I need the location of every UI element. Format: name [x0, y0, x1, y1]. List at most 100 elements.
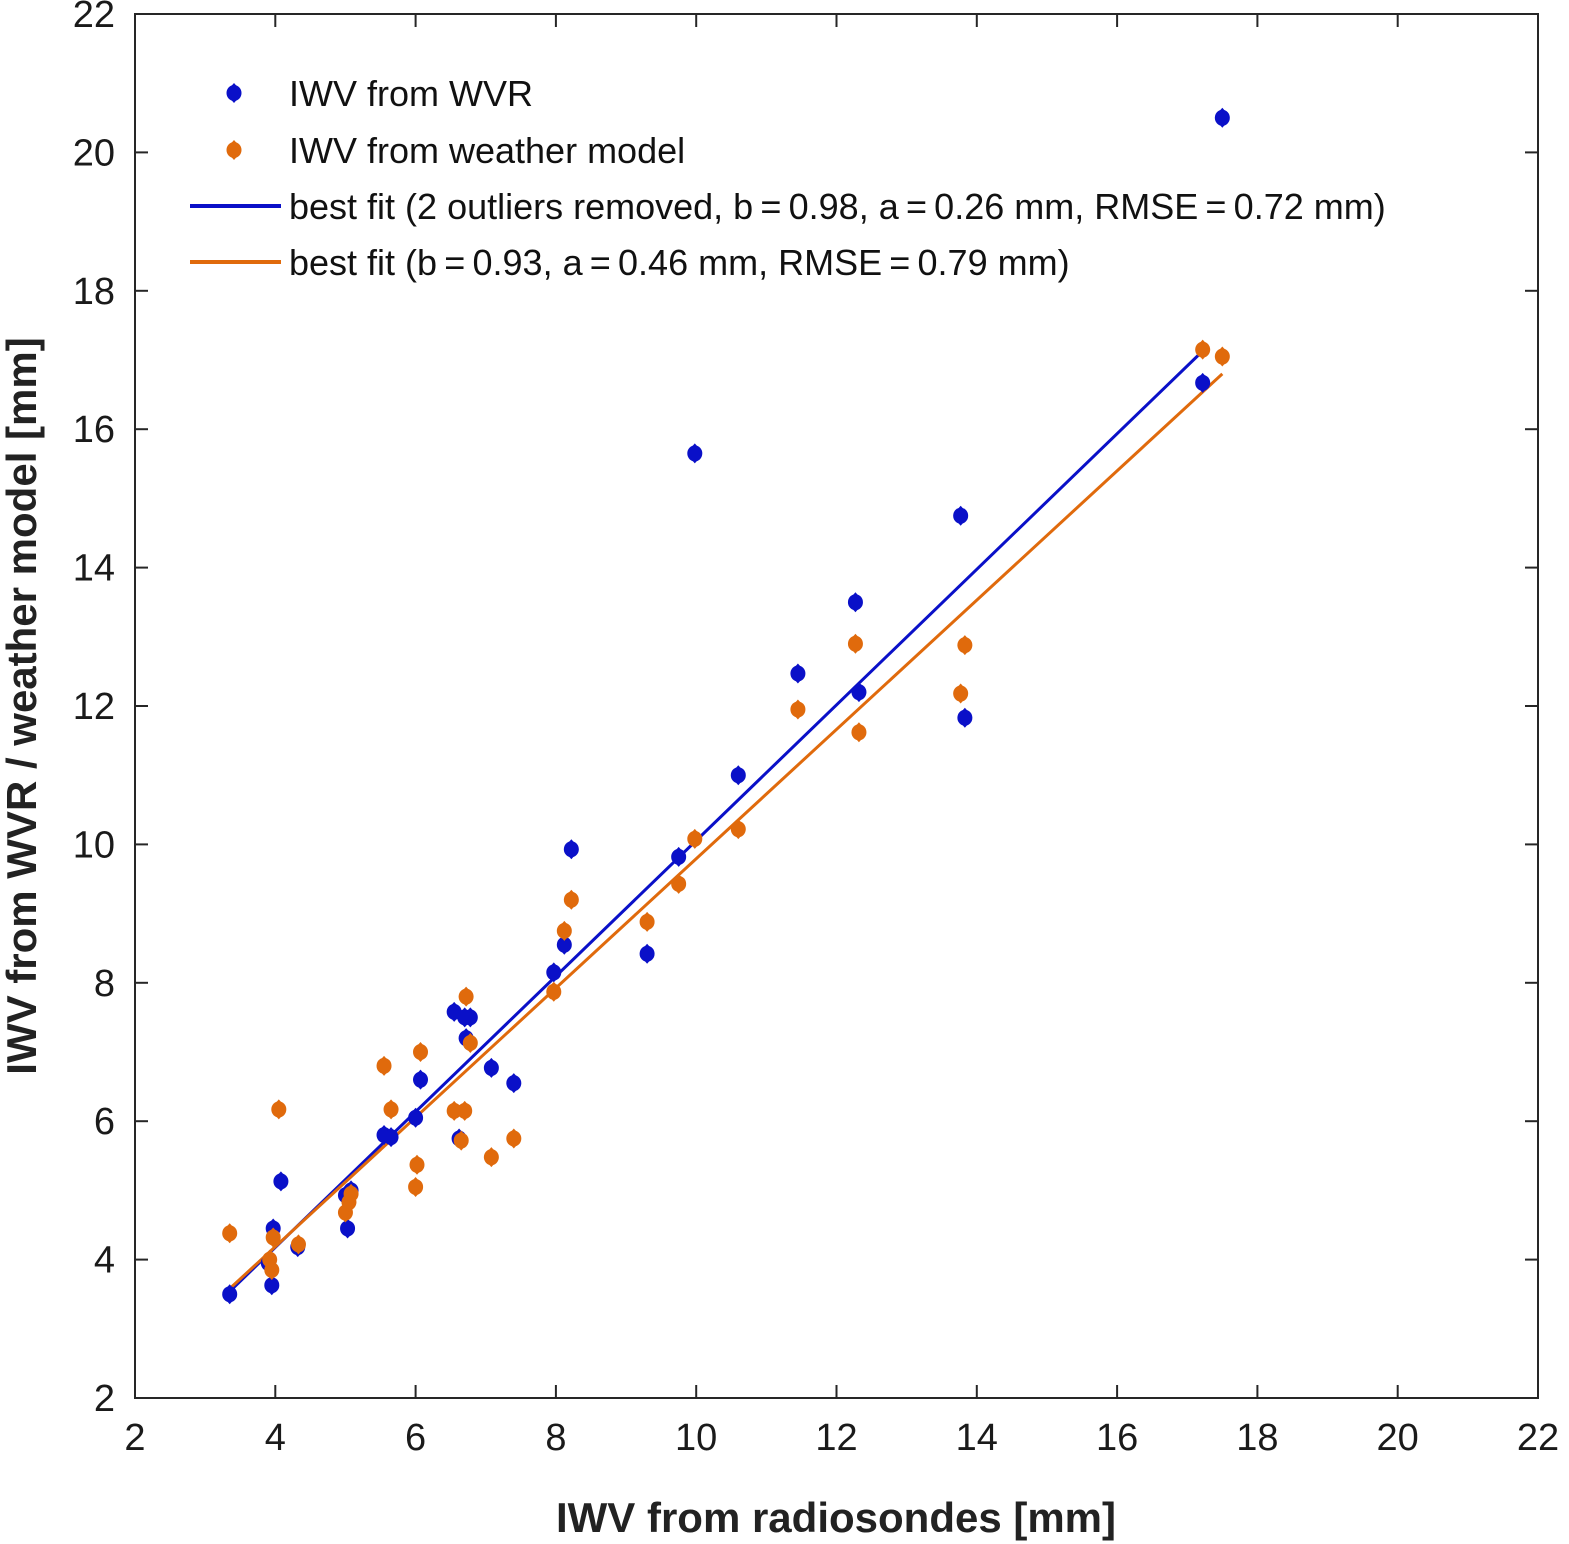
data-point	[409, 1154, 425, 1175]
x-tick-label: 10	[675, 1417, 717, 1459]
data-point	[462, 1007, 478, 1028]
data-point	[1195, 339, 1211, 360]
y-tick-label: 2	[94, 1378, 115, 1420]
data-point-tip-top	[855, 682, 863, 687]
data-point-tip-bottom	[560, 950, 568, 955]
data-point-tip-bottom	[450, 1116, 458, 1121]
data-point-tip-top	[794, 663, 802, 668]
data-point	[851, 682, 867, 703]
data-point-tip-bottom	[277, 1187, 285, 1192]
data-point-core	[851, 684, 867, 701]
legend-label: IWV from WVR	[289, 73, 533, 114]
legend-label: best fit (b = 0.93, a = 0.46 mm, RMSE = …	[289, 242, 1070, 283]
data-point-core	[446, 1102, 462, 1119]
data-point-core	[687, 830, 703, 847]
data-point-tip-bottom	[294, 1250, 302, 1255]
data-point-tip-bottom	[855, 698, 863, 703]
data-point-core	[290, 1236, 306, 1253]
x-tick-label: 8	[545, 1417, 566, 1459]
data-point-core	[953, 507, 969, 524]
data-point-tip-top	[855, 722, 863, 727]
data-point-core	[413, 1044, 429, 1060]
data-point-tip-top	[794, 699, 802, 704]
data-point	[483, 1147, 499, 1168]
data-point-tip-bottom	[550, 978, 558, 983]
data-point-tip-bottom	[691, 459, 699, 464]
data-point-tip-top	[462, 1028, 470, 1033]
data-point-tip-top	[560, 920, 568, 925]
data-point	[639, 943, 655, 964]
data-point-core	[953, 685, 969, 702]
data-point	[563, 889, 579, 910]
data-point-tip-bottom	[957, 521, 965, 526]
data-point-tip-top	[417, 1069, 425, 1074]
data-point-tip-bottom	[675, 862, 683, 867]
data-point	[639, 911, 655, 932]
data-point	[847, 592, 863, 613]
data-point	[687, 828, 703, 849]
data-point-core	[957, 637, 973, 654]
y-tick-label: 14	[73, 548, 115, 590]
y-tick-label: 18	[73, 271, 115, 313]
x-tick-label: 2	[124, 1417, 145, 1459]
data-point-tip-top	[691, 828, 699, 833]
x-tick-label: 6	[405, 1417, 426, 1459]
data-point-core	[457, 1102, 473, 1119]
data-point	[222, 1223, 238, 1244]
data-point-core	[222, 1286, 238, 1303]
data-point-core	[563, 841, 579, 858]
legend-label: best fit (2 outliers removed, b = 0.98, …	[289, 186, 1386, 227]
data-point-tip-bottom	[734, 835, 742, 840]
data-point-tip-top	[450, 1100, 458, 1105]
data-point-tip-bottom	[417, 1058, 425, 1062]
data-point-tip-bottom	[344, 1234, 352, 1239]
data-point	[340, 1218, 356, 1239]
data-point	[265, 1227, 281, 1248]
data-point-tip-bottom	[457, 1146, 465, 1151]
data-point-tip-bottom	[691, 844, 699, 849]
data-point-tip-bottom	[268, 1291, 276, 1296]
data-point-tip-bottom	[413, 1170, 421, 1175]
data-point-tip-bottom	[294, 1253, 302, 1258]
data-point	[271, 1099, 287, 1120]
data-point-core	[383, 1129, 399, 1146]
data-point-tip-bottom	[1199, 388, 1207, 393]
data-point-tip-top	[957, 505, 965, 510]
data-point-tip-top	[294, 1234, 302, 1239]
data-point-tip-bottom	[269, 1243, 277, 1248]
data-point	[953, 683, 969, 704]
legend-entry-3: best fit (b = 0.93, a = 0.46 mm, RMSE = …	[190, 242, 1070, 283]
data-point-core	[483, 1059, 499, 1076]
data-point-tip-top	[268, 1259, 276, 1264]
data-point-tip-top	[851, 592, 859, 597]
data-point	[1195, 372, 1211, 393]
data-point-tip-bottom	[461, 1023, 469, 1028]
data-point-tip-bottom	[1218, 123, 1226, 128]
data-point-tip-bottom	[794, 715, 802, 720]
legend-marker	[226, 83, 242, 103]
data-point-tip-top	[417, 1042, 425, 1046]
data-point-tip-bottom	[851, 608, 859, 613]
data-point-tip-top	[226, 1223, 234, 1228]
data-point-core	[687, 445, 703, 462]
data-point	[483, 1057, 499, 1078]
data-point	[847, 633, 863, 654]
data-point-tip-top	[266, 1249, 274, 1254]
data-point	[383, 1127, 399, 1148]
data-point	[264, 1259, 280, 1280]
data-point-core	[790, 701, 806, 718]
data-point-tip-bottom	[417, 1085, 425, 1090]
data-point-tip-top	[387, 1099, 395, 1104]
data-point-tip-top	[466, 1007, 474, 1012]
data-point-tip-bottom	[567, 905, 575, 910]
x-axis-label: IWV from radiosondes [mm]	[556, 1494, 1116, 1541]
legend-marker-tip-top	[230, 83, 238, 87]
data-point-tip-top	[734, 819, 742, 824]
legend-marker-tip-top	[230, 140, 238, 144]
x-tick-label: 4	[265, 1417, 286, 1459]
data-point-tip-top	[380, 1055, 388, 1060]
data-point-tip-bottom	[450, 1017, 458, 1022]
data-point-core	[408, 1109, 424, 1126]
data-point-tip-top	[277, 1171, 285, 1176]
